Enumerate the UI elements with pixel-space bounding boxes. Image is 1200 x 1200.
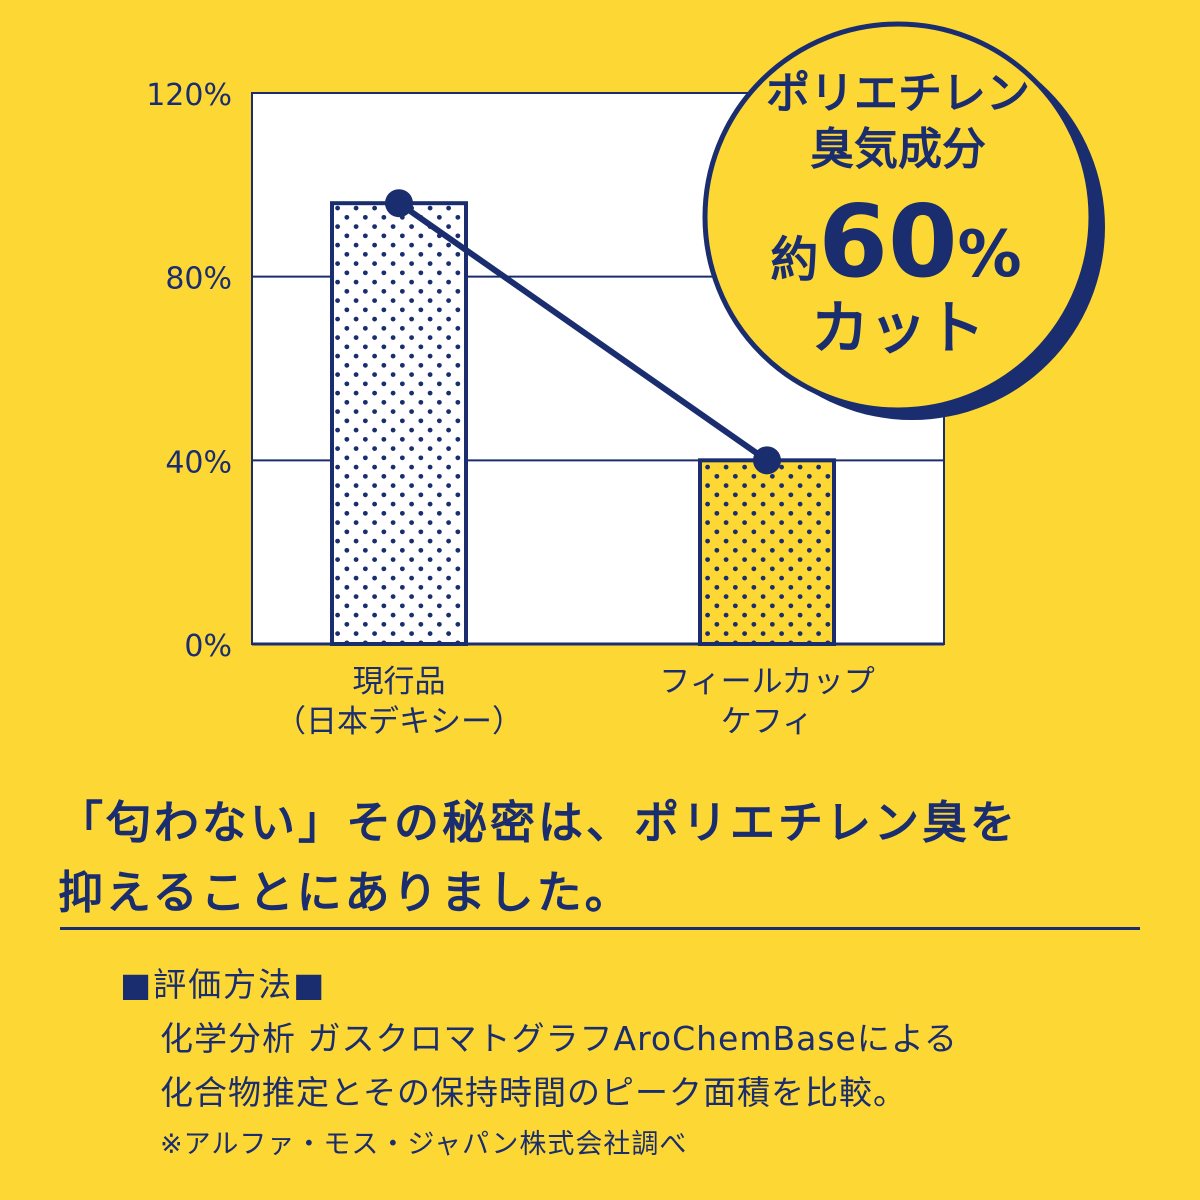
- badge-line1: ポリエチレン: [766, 68, 1030, 119]
- y-tick-label: 0%: [184, 629, 232, 664]
- x-tick-label: 現行品: [353, 664, 446, 700]
- badge-unit: %: [958, 218, 1022, 292]
- badge-circle: [702, 21, 1094, 413]
- method-title: ■評価方法■: [120, 965, 327, 1004]
- bar-2: [698, 458, 836, 647]
- reduction-badge: ポリエチレン 臭気成分 約60% カット: [702, 21, 1105, 420]
- headline-line1: 「匂わない」その秘密は、ポリエチレン臭を: [58, 796, 1019, 849]
- headline-line2: 抑えることにありました。: [58, 866, 633, 919]
- y-tick-label: 40%: [165, 445, 232, 480]
- bar-1: [330, 201, 468, 646]
- headline: 「匂わない」その秘密は、ポリエチレン臭を 抑えることにありました。: [58, 788, 1158, 928]
- evaluation-method: ■評価方法■ 化学分析 ガスクロマトグラフAroChemBaseによる 化合物推…: [120, 958, 1160, 1170]
- y-tick-label: 120%: [146, 78, 232, 113]
- divider: [60, 927, 1140, 930]
- method-note: ※アルファ・モス・ジャパン株式会社調べ: [160, 1129, 688, 1160]
- method-line1: 化学分析 ガスクロマトグラフAroChemBaseによる: [160, 1019, 958, 1058]
- x-tick-label: （日本デキシー）: [275, 704, 523, 740]
- badge-line4: カット: [811, 294, 985, 362]
- badge-prefix: 約: [770, 232, 818, 288]
- x-tick-label: ケフィ: [721, 704, 813, 740]
- method-line2: 化合物推定とその保持時間のピーク面積を比較。: [160, 1073, 908, 1112]
- x-tick-label: フィールカップ: [659, 664, 874, 700]
- data-point-1: [385, 189, 413, 218]
- badge-value: 60: [818, 183, 957, 300]
- connector-line: [397, 200, 769, 463]
- y-tick-label: 80%: [165, 262, 232, 297]
- data-point-2: [753, 446, 781, 475]
- badge-percent: 約60%: [770, 183, 1021, 300]
- badge-line2: 臭気成分: [810, 124, 986, 175]
